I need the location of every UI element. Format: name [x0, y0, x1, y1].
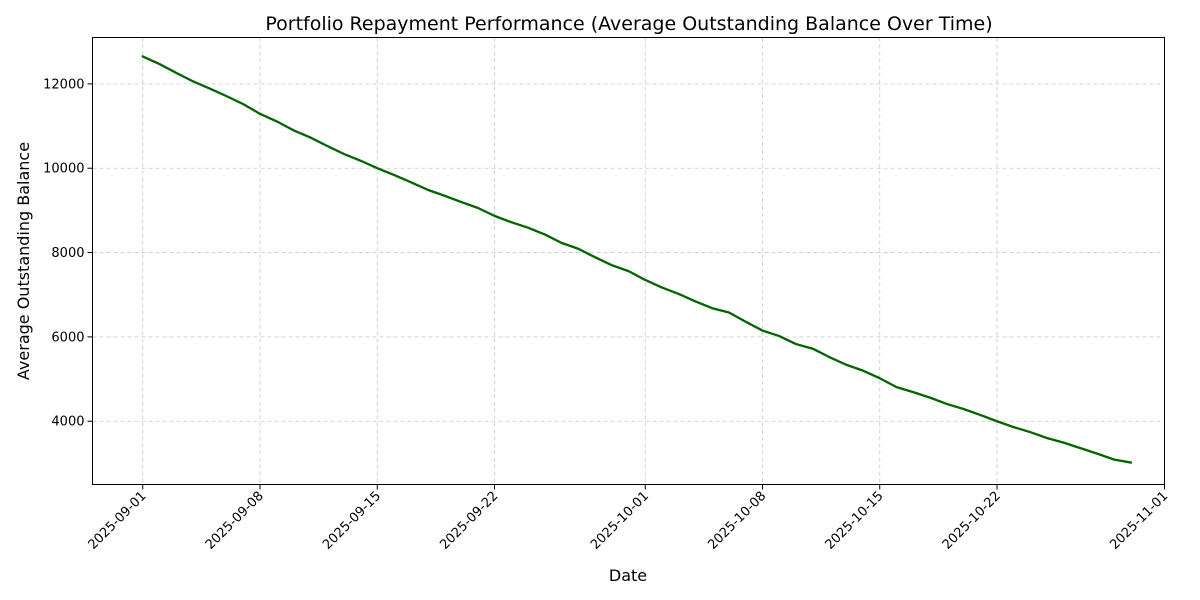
x-tick-label: 2025-09-01 — [86, 489, 150, 553]
x-tick-label: 2025-09-08 — [203, 489, 267, 553]
y-tick-label: 4000 — [51, 415, 84, 430]
y-tick-label: 8000 — [51, 246, 84, 261]
series-layer — [141, 55, 1133, 464]
y-axis-label: Average Outstanding Balance — [14, 142, 33, 380]
x-axis-label: Date — [609, 566, 647, 585]
x-tick-label: 2025-10-15 — [823, 489, 887, 553]
x-tick-label: 2025-09-15 — [320, 489, 384, 553]
plot-frame — [92, 37, 1165, 485]
x-tick-label: 2025-10-22 — [940, 489, 1004, 553]
x-axis: 2025-09-01 2025-09-08 2025-09-15 2025-09-22… — [86, 484, 1171, 553]
x-tick-label: 2025-10-08 — [705, 489, 769, 553]
y-tick-label: 6000 — [51, 330, 84, 345]
grid — [92, 37, 1165, 485]
chart-title: Portfolio Repayment Performance (Average… — [265, 13, 992, 35]
y-tick-label: 10000 — [43, 162, 84, 177]
series-line — [141, 55, 1133, 464]
y-tick-label: 12000 — [43, 77, 84, 92]
x-tick-label: 2025-10-01 — [588, 489, 652, 553]
y-axis: 4000 6000 8000 10000 12000 — [43, 77, 93, 430]
x-tick-label: 2025-09-22 — [437, 489, 501, 553]
x-tick-label: 2025-11-01 — [1107, 489, 1171, 553]
